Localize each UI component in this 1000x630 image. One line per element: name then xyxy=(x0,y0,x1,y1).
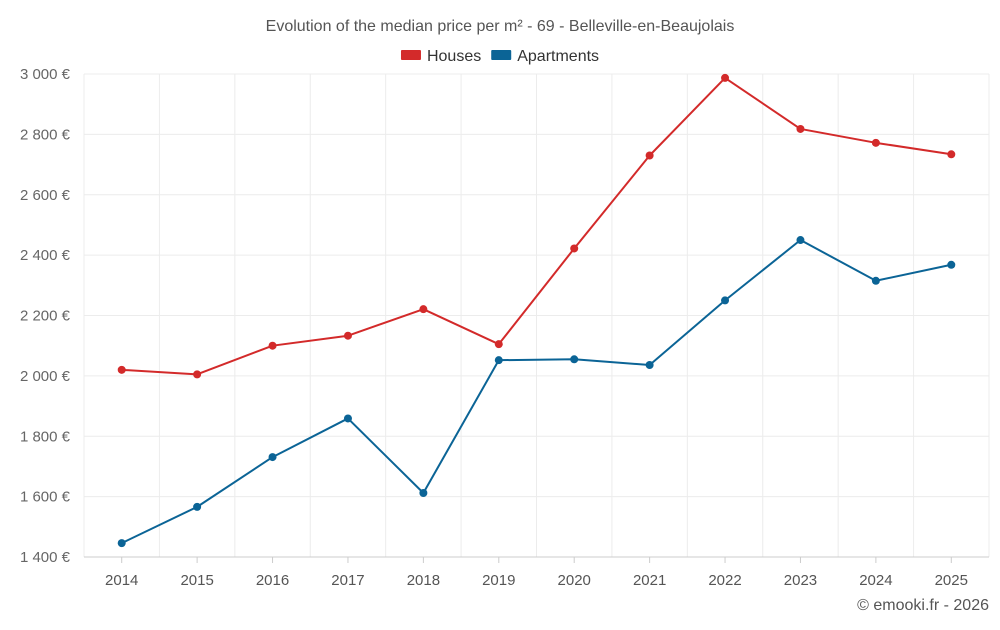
series-layer xyxy=(117,73,956,548)
data-point-houses xyxy=(721,73,730,82)
legend-item-houses: Houses xyxy=(400,48,481,65)
data-point-apartments xyxy=(570,355,579,364)
data-point-apartments xyxy=(645,361,654,370)
data-point-houses xyxy=(494,340,503,349)
data-point-houses xyxy=(947,150,956,159)
legend-item-apartments: Apartments xyxy=(491,48,599,65)
legend: Houses Apartments xyxy=(400,48,599,65)
x-tick-label: 2018 xyxy=(407,572,440,589)
x-tick-label: 2022 xyxy=(708,572,741,589)
legend-label: Apartments xyxy=(517,48,599,65)
x-tick-label: 2014 xyxy=(105,572,138,589)
data-point-apartments xyxy=(419,489,428,498)
credit-text: © emooki.fr - 2026 xyxy=(857,597,989,614)
x-tick-label: 2025 xyxy=(935,572,968,589)
series-line-houses xyxy=(121,76,952,376)
axes: 1 400 € 1 600 € 1 800 € 2 000 € 2 200 € 2 400… xyxy=(20,66,989,589)
data-point-apartments xyxy=(494,356,503,365)
y-tick-label: 1 400 € xyxy=(20,549,71,566)
y-tick-label: 1 600 € xyxy=(20,489,71,506)
data-point-houses xyxy=(117,365,126,374)
x-tick-label: 2020 xyxy=(558,572,591,589)
chart-title: Evolution of the median price per m² - 6… xyxy=(266,18,735,35)
data-point-apartments xyxy=(871,276,880,285)
data-point-houses xyxy=(645,151,654,160)
y-tick-label: 2 600 € xyxy=(20,187,71,204)
y-tick-label: 2 800 € xyxy=(20,126,71,143)
data-point-houses xyxy=(419,305,428,314)
x-tick-label: 2015 xyxy=(180,572,213,589)
legend-label: Houses xyxy=(427,48,481,65)
series-line-apartments xyxy=(121,239,952,545)
y-tick-label: 3 000 € xyxy=(20,66,71,83)
y-tick-label: 2 200 € xyxy=(20,308,71,325)
legend-swatch xyxy=(491,50,512,60)
legend-swatch xyxy=(400,50,421,60)
data-point-apartments xyxy=(193,502,202,511)
grid xyxy=(83,73,990,558)
data-point-apartments xyxy=(343,414,352,423)
data-point-houses xyxy=(343,331,352,340)
data-point-apartments xyxy=(947,260,956,269)
data-point-houses xyxy=(193,370,202,379)
data-point-houses xyxy=(871,138,880,147)
data-point-houses xyxy=(268,341,277,350)
x-tick-label: 2019 xyxy=(482,572,515,589)
x-tick-label: 2016 xyxy=(256,572,289,589)
x-tick-label: 2023 xyxy=(784,572,817,589)
y-tick-label: 2 400 € xyxy=(20,247,71,264)
x-tick-label: 2017 xyxy=(331,572,364,589)
data-point-houses xyxy=(796,124,805,133)
y-tick-label: 2 000 € xyxy=(20,368,71,385)
x-tick-label: 2021 xyxy=(633,572,666,589)
data-point-apartments xyxy=(721,296,730,305)
data-point-apartments xyxy=(268,453,277,462)
x-tick-label: 2024 xyxy=(859,572,892,589)
data-point-apartments xyxy=(796,236,805,245)
y-tick-label: 1 800 € xyxy=(20,428,71,445)
data-point-houses xyxy=(570,244,579,253)
data-point-apartments xyxy=(117,539,126,548)
